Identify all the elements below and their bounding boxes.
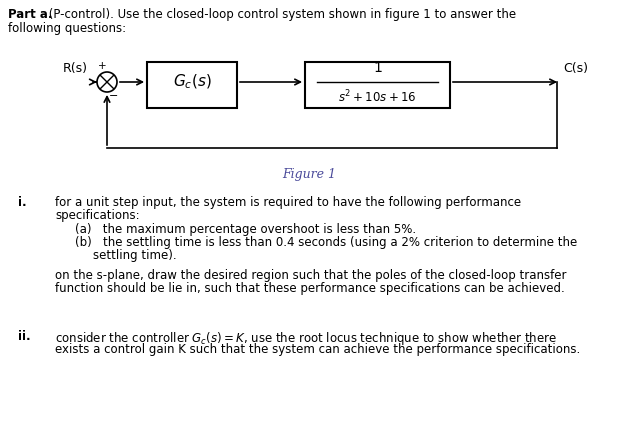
Text: for a unit step input, the system is required to have the following performance: for a unit step input, the system is req…	[55, 196, 521, 209]
Text: ii.: ii.	[18, 330, 31, 343]
Text: Part a.: Part a.	[8, 8, 53, 21]
Text: (a)   the maximum percentage overshoot is less than 5%.: (a) the maximum percentage overshoot is …	[75, 223, 416, 236]
Text: consider the controller $G_c(s) = K$, use the root locus technique to show wheth: consider the controller $G_c(s) = K$, us…	[55, 330, 557, 347]
Text: exists a control gain K such that the system can achieve the performance specifi: exists a control gain K such that the sy…	[55, 343, 580, 356]
Text: settling time).: settling time).	[93, 249, 177, 262]
Text: +: +	[98, 61, 107, 71]
Text: C(s): C(s)	[563, 62, 588, 75]
Text: −: −	[109, 91, 119, 101]
Text: Figure 1: Figure 1	[282, 168, 336, 181]
Text: specifications:: specifications:	[55, 209, 140, 222]
Text: 1: 1	[373, 61, 382, 75]
Text: $s^2 + 10s + 16$: $s^2 + 10s + 16$	[338, 89, 417, 106]
Text: (P-control). Use the closed-loop control system shown in figure 1 to answer the: (P-control). Use the closed-loop control…	[45, 8, 516, 21]
Text: R(s): R(s)	[63, 62, 88, 75]
Bar	[305, 62, 450, 108]
Text: (b)   the settling time is less than 0.4 seconds (using a 2% criterion to determ: (b) the settling time is less than 0.4 s…	[75, 236, 577, 249]
Bar	[147, 62, 237, 108]
Text: on the s-plane, draw the desired region such that the poles of the closed-loop t: on the s-plane, draw the desired region …	[55, 269, 567, 282]
Text: following questions:: following questions:	[8, 22, 126, 35]
Text: function should be lie in, such that these performance specifications can be ach: function should be lie in, such that the…	[55, 282, 565, 295]
Text: i.: i.	[18, 196, 27, 209]
Text: $\mathit{G_c}$$(s)$: $\mathit{G_c}$$(s)$	[172, 73, 211, 91]
